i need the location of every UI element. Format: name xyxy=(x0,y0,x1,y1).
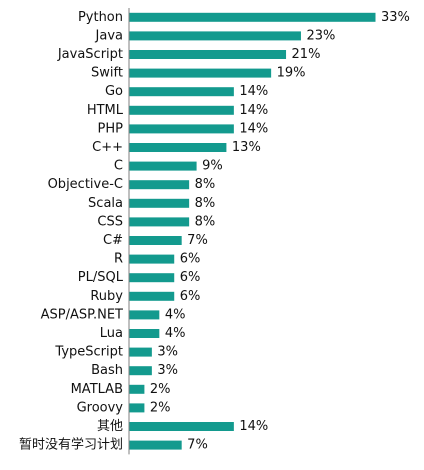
bar-6 xyxy=(129,124,234,134)
bar-10 xyxy=(129,198,190,208)
category-label-3: Swift xyxy=(91,66,123,81)
bar-7 xyxy=(129,143,227,152)
bar-2 xyxy=(129,50,287,59)
category-label-12: C# xyxy=(103,233,123,248)
category-label-17: Lua xyxy=(100,326,123,341)
bar-20 xyxy=(129,384,145,394)
value-label-3: 19% xyxy=(277,66,306,81)
category-label-2: JavaScript xyxy=(57,47,123,62)
value-label-18: 3% xyxy=(157,345,178,360)
value-label-10: 8% xyxy=(195,196,216,211)
bar-17 xyxy=(129,329,160,338)
category-label-16: ASP/ASP.NET xyxy=(41,307,123,322)
value-labels-group: 33% 23% 21% 19% 14% 14% 14% 13% 9% 8% 8% 8% 7% 6% 6% 6%… xyxy=(150,10,410,453)
value-label-4: 14% xyxy=(239,84,268,99)
category-label-23: 暂时没有学习计划 xyxy=(19,437,123,453)
category-label-9: Objective-C xyxy=(48,177,123,192)
value-label-2: 21% xyxy=(292,47,321,62)
category-label-6: PHP xyxy=(98,121,124,136)
category-labels-group: Python Java JavaScript Swift Go HTML PHP C++ C Ob… xyxy=(19,10,124,453)
bar-18 xyxy=(129,347,152,357)
value-label-8: 9% xyxy=(202,159,223,174)
value-label-9: 8% xyxy=(195,177,216,192)
bar-12 xyxy=(129,236,182,245)
value-label-15: 6% xyxy=(180,289,201,304)
value-label-22: 14% xyxy=(239,419,268,434)
value-label-13: 6% xyxy=(180,252,201,267)
bar-14 xyxy=(129,273,175,283)
value-label-16: 4% xyxy=(165,307,186,322)
category-label-4: Go xyxy=(105,84,123,99)
value-label-0: 33% xyxy=(381,10,410,25)
bar-11 xyxy=(129,217,190,227)
category-label-8: C xyxy=(114,159,123,174)
bar-19 xyxy=(129,366,152,376)
bar-3 xyxy=(129,68,272,78)
bars-group xyxy=(129,12,376,450)
value-label-19: 3% xyxy=(157,363,178,378)
bar-21 xyxy=(129,403,145,413)
category-label-15: Ruby xyxy=(90,289,123,304)
value-label-14: 6% xyxy=(180,270,201,285)
bar-23 xyxy=(129,440,182,450)
value-label-1: 23% xyxy=(306,28,335,43)
value-label-5: 14% xyxy=(239,103,268,118)
value-label-20: 2% xyxy=(150,382,171,397)
category-label-1: Java xyxy=(95,28,123,43)
value-label-7: 13% xyxy=(232,140,261,155)
category-label-13: R xyxy=(114,252,123,267)
category-label-20: MATLAB xyxy=(71,382,123,397)
bar-15 xyxy=(129,291,175,301)
category-label-21: Groovy xyxy=(77,400,124,415)
category-label-22: 其他 xyxy=(97,419,123,434)
bar-16 xyxy=(129,310,160,320)
category-label-14: PL/SQL xyxy=(78,270,124,285)
category-label-10: Scala xyxy=(88,196,123,211)
bar-0 xyxy=(129,12,376,22)
value-label-11: 8% xyxy=(195,214,216,229)
bar-8 xyxy=(129,161,197,171)
value-label-23: 7% xyxy=(187,438,208,453)
category-label-18: TypeScript xyxy=(54,345,123,360)
category-label-0: Python xyxy=(78,10,123,25)
bar-22 xyxy=(129,422,234,431)
bar-1 xyxy=(129,31,301,41)
category-label-7: C++ xyxy=(92,140,123,155)
bar-5 xyxy=(129,105,234,115)
bar-4 xyxy=(129,87,234,97)
value-label-17: 4% xyxy=(165,326,186,341)
category-label-11: CSS xyxy=(97,214,123,229)
value-label-12: 7% xyxy=(187,233,208,248)
value-label-6: 14% xyxy=(239,121,268,136)
value-label-21: 2% xyxy=(150,400,171,415)
bar-13 xyxy=(129,254,175,264)
category-label-19: Bash xyxy=(91,363,123,378)
bar-9 xyxy=(129,180,190,190)
category-label-5: HTML xyxy=(87,103,124,118)
